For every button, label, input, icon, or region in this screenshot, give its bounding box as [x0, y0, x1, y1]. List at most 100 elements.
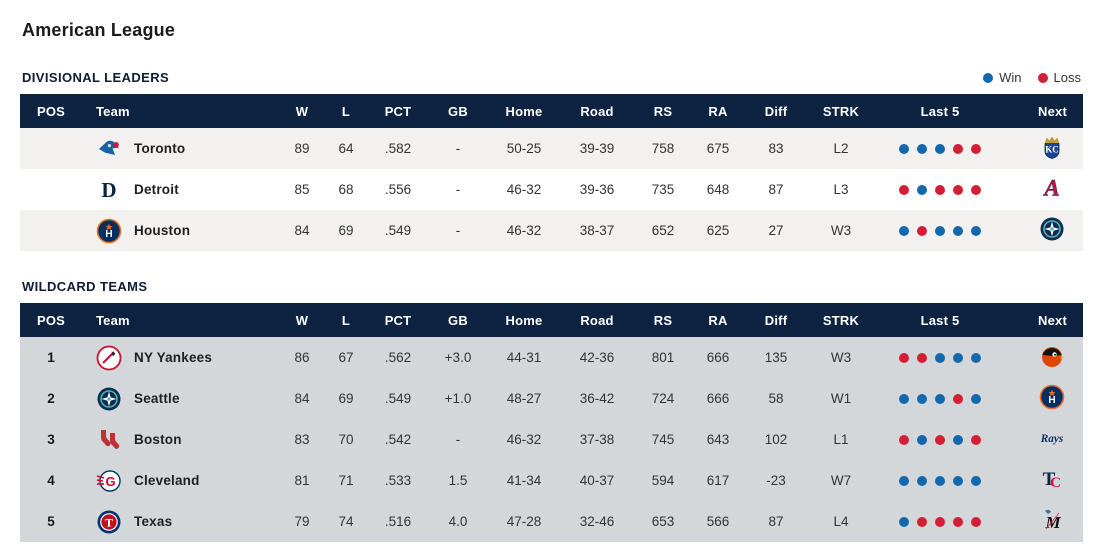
team-link[interactable]: T Texas: [82, 509, 280, 535]
pos-cell: [20, 210, 82, 251]
streak-cell: W3: [808, 337, 874, 378]
team-row: 4 G Cleveland 81 71.533 1.5 41-34 40-37 594 617 -2…: [20, 460, 1083, 501]
wins-cell: 89: [280, 128, 324, 169]
svg-text:KC: KC: [1045, 145, 1059, 155]
team-link[interactable]: NY Yankees: [82, 345, 280, 371]
tigers-logo: D: [96, 177, 122, 203]
guardians-logo: G: [96, 468, 122, 494]
page-title: American League: [22, 20, 176, 40]
games-back-cell: -: [428, 169, 488, 210]
team-link[interactable]: Seattle: [82, 386, 280, 412]
team-cell: T Texas: [82, 501, 280, 542]
run-diff-cell: 87: [744, 169, 808, 210]
wins-cell: 83: [280, 419, 324, 460]
win-dot-icon: [917, 143, 927, 154]
wins-cell: 81: [280, 460, 324, 501]
pos-cell: 2: [20, 378, 82, 419]
next-opponent-cell: H: [1006, 378, 1083, 419]
win-dot-icon: [935, 393, 945, 404]
section-title: DIVISIONAL LEADERS: [22, 70, 170, 85]
team-link[interactable]: H Houston: [82, 218, 280, 244]
run-diff-cell: 27: [744, 210, 808, 251]
loss-dot-icon: [899, 184, 909, 195]
next-opponent-link[interactable]: M: [1039, 507, 1065, 533]
pct-cell: .542: [368, 419, 428, 460]
header-row: POS Team W L PCT GB Home Road RS RA Diff STRK Last 5…: [20, 303, 1083, 337]
legend-win-label: Win: [999, 70, 1022, 85]
pos-cell: 3: [20, 419, 82, 460]
royals-logo: KC: [1039, 134, 1065, 160]
last5-dots: [874, 516, 1006, 527]
win-dot-icon: [935, 475, 945, 486]
al-standings-page: American League DIVISIONAL LEADERS Win Los…: [20, 20, 1083, 542]
team-link[interactable]: Toronto: [82, 136, 280, 162]
run-diff-cell: 58: [744, 378, 808, 419]
team-link[interactable]: Boston: [82, 427, 280, 453]
wins-cell: 85: [280, 169, 324, 210]
team-name: Seattle: [134, 391, 180, 406]
losses-cell: 69: [324, 210, 368, 251]
team-row: D Detroit 85 68.556-46-32 39-36 735 648 87 L3 A: [20, 169, 1083, 210]
loss-dot-icon: [953, 393, 963, 404]
team-link[interactable]: G Cleveland: [82, 468, 280, 494]
column-header-run-diff: Diff: [744, 94, 808, 128]
svg-text:H: H: [105, 229, 112, 240]
column-header-losses: L: [324, 94, 368, 128]
runs-scored-cell: 724: [634, 378, 692, 419]
runs-scored-cell: 735: [634, 169, 692, 210]
next-opponent-link[interactable]: H: [1039, 384, 1065, 410]
column-header-next-opponent: Next: [1006, 303, 1083, 337]
last-5-cell: [874, 337, 1006, 378]
team-cell: Boston: [82, 419, 280, 460]
win-dot-icon: [917, 475, 927, 486]
road-record-cell: 39-39: [560, 128, 634, 169]
svg-text:G: G: [105, 474, 115, 489]
losses-cell: 64: [324, 128, 368, 169]
losses-cell: 74: [324, 501, 368, 542]
loss-dot-icon: [971, 184, 981, 195]
runs-against-cell: 566: [692, 501, 744, 542]
column-header-next-opponent: Next: [1006, 94, 1083, 128]
last-5-cell: [874, 378, 1006, 419]
column-header-run-diff: Diff: [744, 303, 808, 337]
road-record-cell: 39-36: [560, 169, 634, 210]
column-header-wins: W: [280, 94, 324, 128]
pos-cell: [20, 169, 82, 210]
next-opponent-link[interactable]: [1039, 216, 1065, 242]
next-opponent-cell: [1006, 210, 1083, 251]
team-row: 2 Seattle 84 69.549 +1.0 48-27 36-42 724 666 58 W1…: [20, 378, 1083, 419]
road-record-cell: 36-42: [560, 378, 634, 419]
team-name: Texas: [134, 514, 173, 529]
runs-against-cell: 625: [692, 210, 744, 251]
runs-scored-cell: 801: [634, 337, 692, 378]
road-record-cell: 40-37: [560, 460, 634, 501]
team-link[interactable]: D Detroit: [82, 177, 280, 203]
last-5-cell: [874, 128, 1006, 169]
svg-text:C: C: [1050, 475, 1061, 491]
next-opponent-link[interactable]: KC: [1039, 134, 1065, 160]
next-opponent-link[interactable]: Rays: [1039, 425, 1065, 451]
runs-scored-cell: 653: [634, 501, 692, 542]
pct-cell: .556: [368, 169, 428, 210]
win-dot-icon: [953, 475, 963, 486]
red-sox-logo: [96, 427, 122, 453]
next-opponent-link[interactable]: [1039, 343, 1065, 369]
section-head: DIVISIONAL LEADERS Win Loss: [22, 67, 1083, 85]
games-back-cell: -: [428, 210, 488, 251]
run-diff-cell: -23: [744, 460, 808, 501]
win-dot-icon: [899, 516, 909, 527]
win-dot-icon: [917, 434, 927, 445]
road-record-cell: 37-38: [560, 419, 634, 460]
win-dot-icon: [971, 393, 981, 404]
pct-cell: .562: [368, 337, 428, 378]
win-dot-icon: [953, 352, 963, 363]
games-back-cell: 1.5: [428, 460, 488, 501]
wins-cell: 84: [280, 210, 324, 251]
runs-against-cell: 666: [692, 337, 744, 378]
last-5-cell: [874, 501, 1006, 542]
next-opponent-link[interactable]: A: [1039, 175, 1065, 201]
next-opponent-cell: A: [1006, 169, 1083, 210]
braves-logo: A: [1039, 175, 1065, 201]
